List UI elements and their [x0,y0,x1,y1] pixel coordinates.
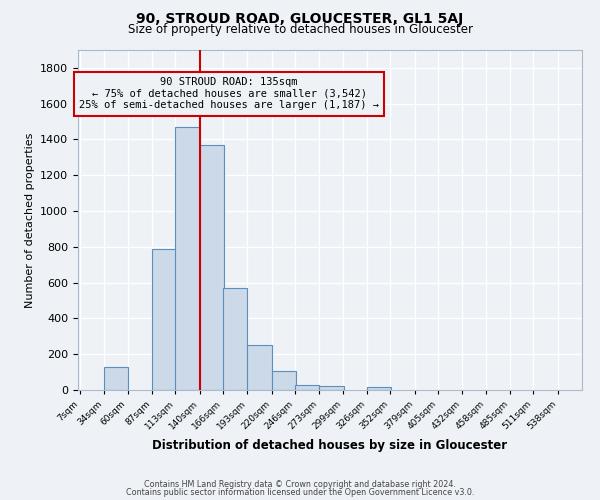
Text: Size of property relative to detached houses in Gloucester: Size of property relative to detached ho… [128,22,473,36]
Bar [247,346,271,390]
Bar [271,371,296,390]
X-axis label: Distribution of detached houses by size in Gloucester: Distribution of detached houses by size … [152,440,508,452]
Bar [152,248,176,390]
Bar [295,384,319,390]
Bar [175,127,199,390]
Bar [104,366,128,390]
Text: Contains HM Land Registry data © Crown copyright and database right 2024.: Contains HM Land Registry data © Crown c… [144,480,456,489]
Bar [199,145,224,390]
Text: Contains public sector information licensed under the Open Government Licence v3: Contains public sector information licen… [126,488,474,497]
Text: 90 STROUD ROAD: 135sqm
← 75% of detached houses are smaller (3,542)
25% of semi-: 90 STROUD ROAD: 135sqm ← 75% of detached… [79,77,379,110]
Bar [319,386,344,390]
Bar [367,388,391,390]
Y-axis label: Number of detached properties: Number of detached properties [25,132,35,308]
Bar [223,288,247,390]
Text: 90, STROUD ROAD, GLOUCESTER, GL1 5AJ: 90, STROUD ROAD, GLOUCESTER, GL1 5AJ [136,12,464,26]
